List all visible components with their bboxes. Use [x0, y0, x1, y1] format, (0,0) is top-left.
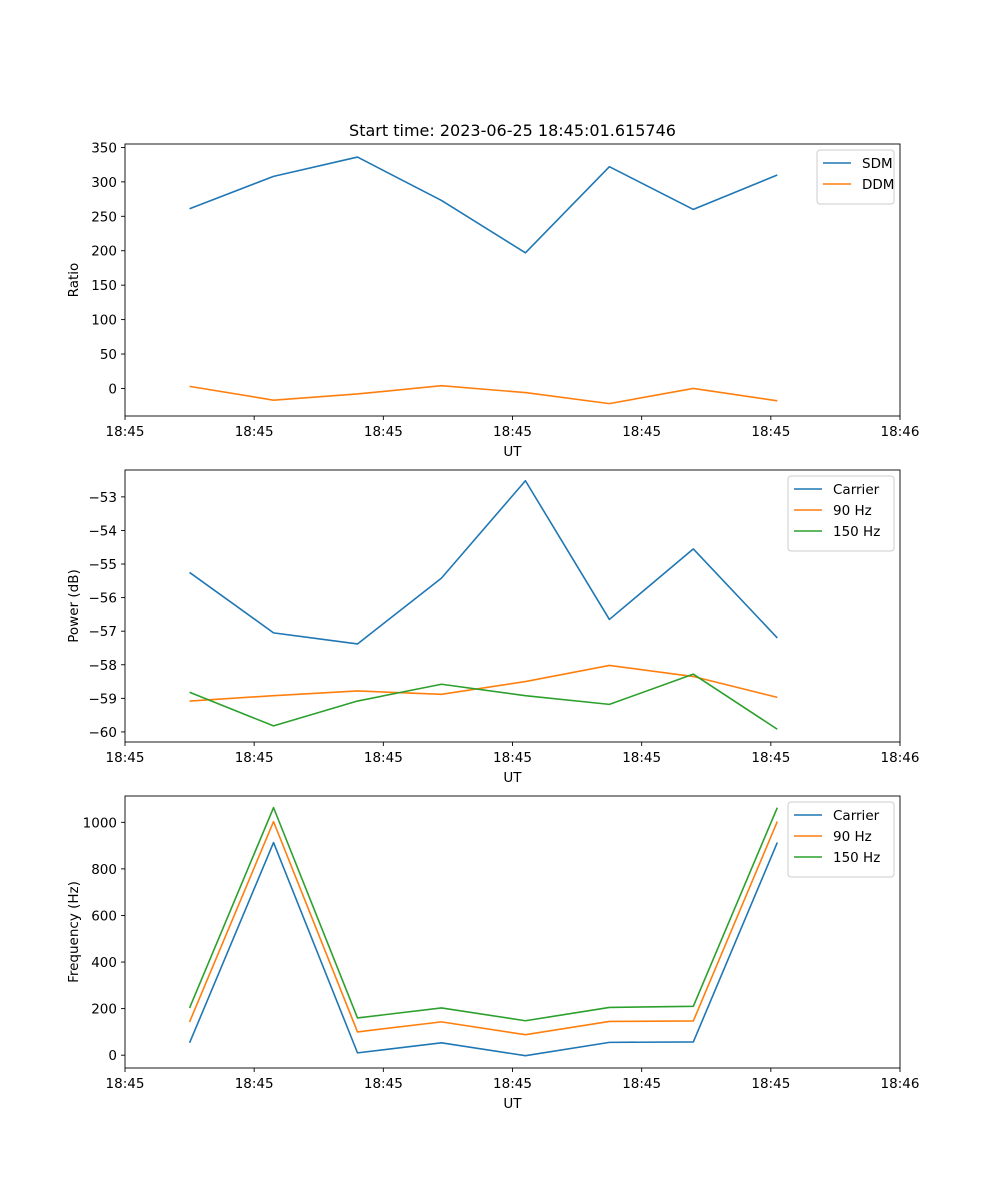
ratio-y-tick-label: 0: [108, 381, 117, 397]
power-x-tick-label: 18:46: [881, 750, 920, 766]
power-plot: 18:45 18:45 18:45 18:45 18:45 18:45 18:46 −60 −5…: [66, 469, 920, 786]
ratio-series-line-sdm: [189, 156, 778, 254]
frequency-legend: [787, 801, 895, 878]
power-y-axis-label: Power (dB): [66, 569, 82, 642]
frequency-x-axis-label: UT: [503, 1096, 522, 1112]
power-legend-label: 90 Hz: [833, 503, 872, 519]
ratio-series-line-ddm: [189, 384, 778, 405]
power-x-axis-label: UT: [503, 770, 522, 786]
power-y-tick-label: −60: [89, 725, 118, 741]
ratio-y-tick-label: 150: [91, 278, 117, 294]
frequency-x-tick-label: 18:45: [493, 1076, 532, 1092]
frequency-x-tick-label: 18:45: [235, 1076, 274, 1092]
ratio-y-tick-label: 50: [100, 347, 117, 363]
power-y-tick-label: −55: [89, 557, 118, 573]
power-y-tick-label: −57: [89, 624, 118, 640]
power-series-line-150-hz: [189, 673, 778, 730]
power-x-tick-label: 18:45: [235, 750, 274, 766]
power-y-tick-label: −53: [89, 490, 118, 506]
frequency-y-tick-label: 600: [91, 908, 117, 924]
ratio-legend-label: SDM: [862, 156, 893, 172]
power-series-line-90-hz: [189, 664, 778, 702]
frequency-legend-label: 90 Hz: [833, 829, 872, 845]
frequency-y-tick-label: 0: [108, 1048, 117, 1064]
frequency-x-tick-label: 18:46: [881, 1076, 920, 1092]
power-x-tick-label: 18:45: [751, 750, 790, 766]
ratio-plot: 18:45 18:45 18:45 18:45 18:45 18:45 18:46 0 50 10…: [66, 140, 919, 460]
frequency-y-axis-label: Frequency (Hz): [66, 881, 82, 983]
power-x-tick-label: 18:45: [106, 750, 145, 766]
power-y-tick-label: −59: [89, 691, 118, 707]
ratio-y-tick-label: 200: [91, 244, 117, 260]
power-legend-label: Carrier: [833, 482, 880, 498]
power-y-tick-label: −58: [89, 658, 118, 674]
ratio-axes-frame: [124, 143, 901, 417]
ratio-y-tick-label: 250: [91, 209, 117, 225]
ratio-legend-label: DDM: [862, 177, 894, 193]
ratio-x-tick-label: 18:45: [622, 424, 661, 440]
ratio-y-tick-label: 300: [91, 175, 117, 191]
frequency-legend-label: 150 Hz: [833, 850, 880, 866]
frequency-y-tick-label: 400: [91, 955, 117, 971]
frequency-plot: 18:45 18:45 18:45 18:45 18:45 18:45 18:46 0 200 4…: [66, 795, 920, 1112]
frequency-x-tick-label: 18:45: [364, 1076, 403, 1092]
ratio-y-tick-label: 100: [91, 313, 117, 329]
frequency-x-tick-label: 18:45: [106, 1076, 145, 1092]
ratio-x-tick-label: 18:45: [364, 424, 403, 440]
ratio-x-tick-label: 18:46: [881, 424, 920, 440]
ratio-x-tick-label: 18:45: [235, 424, 274, 440]
frequency-y-tick-label: 800: [91, 862, 117, 878]
frequency-legend-label: Carrier: [833, 808, 880, 824]
power-axes-frame: [124, 469, 901, 743]
ratio-x-tick-label: 18:45: [751, 424, 790, 440]
power-x-tick-label: 18:45: [493, 750, 532, 766]
power-legend: [787, 475, 895, 552]
ratio-y-tick-label: 350: [91, 140, 117, 156]
power-legend-label: 150 Hz: [833, 524, 880, 540]
power-y-tick-label: −54: [89, 523, 118, 539]
power-series-line-carrier: [189, 479, 778, 645]
frequency-series-line-150-hz: [188, 806, 779, 1022]
frequency-y-tick-label: 200: [91, 1002, 117, 1018]
power-x-tick-label: 18:45: [622, 750, 661, 766]
figure-title: Start time: 2023-06-25 18:45:01.615746: [349, 121, 676, 140]
frequency-series-line-carrier: [188, 841, 779, 1057]
ratio-x-axis-label: UT: [503, 444, 522, 460]
power-x-tick-label: 18:45: [364, 750, 403, 766]
ratio-x-tick-label: 18:45: [493, 424, 532, 440]
power-y-tick-label: −56: [89, 591, 118, 607]
frequency-axes-frame: [124, 795, 901, 1069]
ratio-x-tick-label: 18:45: [106, 424, 145, 440]
frequency-y-tick-label: 1000: [83, 815, 117, 831]
ratio-y-axis-label: Ratio: [66, 263, 82, 298]
frequency-series-line-90-hz: [188, 820, 779, 1036]
frequency-x-tick-label: 18:45: [622, 1076, 661, 1092]
frequency-x-tick-label: 18:45: [751, 1076, 790, 1092]
